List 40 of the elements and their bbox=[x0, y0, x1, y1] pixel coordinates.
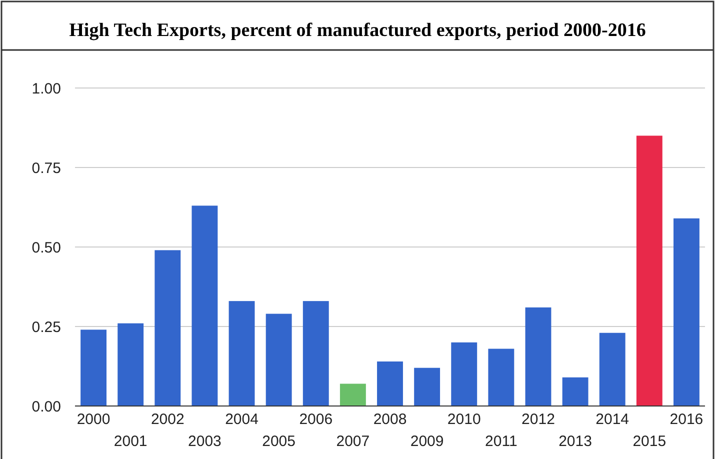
x-tick-label: 2012 bbox=[522, 411, 555, 428]
bar bbox=[228, 301, 255, 406]
bar bbox=[525, 307, 552, 406]
x-tick-label: 2001 bbox=[114, 433, 148, 450]
x-tick-label: 2014 bbox=[596, 411, 630, 428]
y-tick-label: 0.25 bbox=[32, 318, 61, 336]
bar bbox=[562, 377, 588, 406]
x-tick-label: 2011 bbox=[485, 433, 518, 450]
x-tick-label: 2006 bbox=[299, 411, 333, 428]
bar bbox=[154, 250, 181, 406]
x-tick-label: 2007 bbox=[336, 433, 370, 450]
x-tick-label: 2005 bbox=[262, 433, 296, 450]
bar bbox=[674, 218, 700, 406]
chart-title: High Tech Exports, percent of manufactured exports, period 2000-2016 bbox=[69, 20, 646, 41]
y-tick-label: 1.00 bbox=[32, 80, 61, 98]
x-tick-label: 2000 bbox=[76, 411, 110, 428]
x-tick-label: 2015 bbox=[632, 433, 666, 450]
bar bbox=[377, 361, 403, 406]
bar bbox=[488, 348, 514, 406]
x-tick-label: 2016 bbox=[670, 411, 704, 428]
bar bbox=[80, 330, 106, 406]
bar bbox=[266, 314, 292, 406]
y-tick-label: 0.75 bbox=[32, 160, 61, 177]
bar bbox=[118, 323, 144, 406]
x-tick-label: 2008 bbox=[373, 411, 407, 428]
x-tick-label: 2010 bbox=[447, 411, 481, 428]
bar bbox=[340, 384, 366, 406]
y-tick-label: 0.00 bbox=[32, 398, 61, 416]
y-tick-label: 0.50 bbox=[32, 239, 61, 256]
bar bbox=[599, 332, 626, 406]
x-tick-label: 2003 bbox=[188, 433, 222, 450]
bar bbox=[414, 368, 440, 406]
bar bbox=[192, 206, 218, 406]
bar bbox=[451, 342, 478, 406]
bar bbox=[302, 301, 329, 406]
bar bbox=[636, 136, 662, 406]
x-tick-label: 2013 bbox=[558, 433, 592, 450]
x-tick-label: 2002 bbox=[150, 411, 184, 428]
x-tick-label: 2004 bbox=[225, 411, 258, 428]
x-tick-label: 2009 bbox=[410, 433, 444, 450]
